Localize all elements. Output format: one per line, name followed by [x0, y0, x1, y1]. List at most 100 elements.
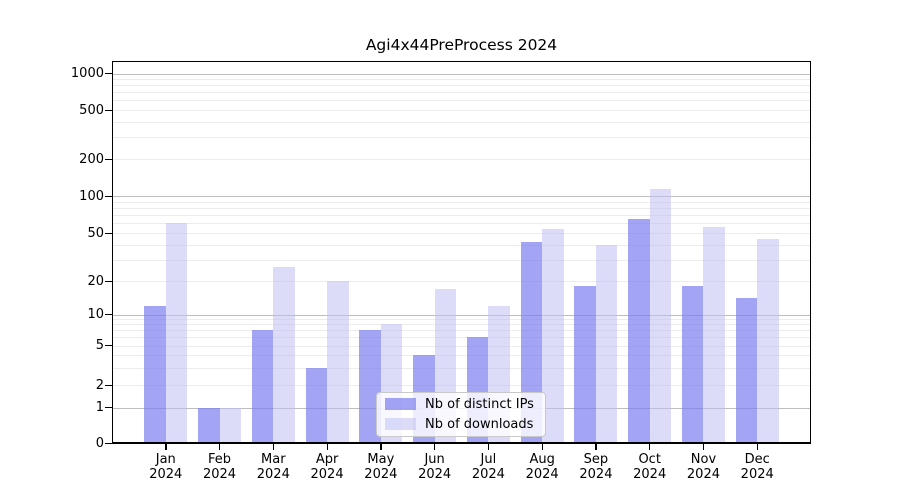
x-tick-label-apr: Apr 2024: [310, 452, 344, 482]
x-tick-label-may: May 2024: [364, 452, 398, 482]
bar-nb-of-downloads-apr: [327, 281, 349, 444]
bar-nb-of-distinct-ips-mar: [251, 330, 274, 444]
gridline-minor-200: [112, 159, 811, 160]
bar-nb-of-distinct-ips-feb: [198, 407, 220, 444]
gridline-minor-9: [112, 319, 811, 321]
x-tick-label-sep: Sep 2024: [579, 452, 613, 482]
x-tick-label-dec: Dec 2024: [740, 452, 774, 482]
x-tick-mark-apr: [326, 443, 328, 450]
x-tick-label-aug: Aug 2024: [525, 452, 559, 482]
y-tick-label-20: 20: [87, 273, 104, 289]
bar-nb-of-downloads-nov: [703, 226, 725, 444]
gridline-major-1000: [112, 73, 811, 75]
legend-label-downloads: Nb of downloads: [425, 416, 534, 432]
bar-nb-of-downloads-jan: [165, 223, 188, 444]
gridline-minor-80: [112, 207, 811, 209]
gridline-minor-600: [112, 100, 811, 102]
bar-nb-of-downloads-oct: [649, 188, 672, 444]
gridline-minor-7: [112, 330, 811, 332]
y-tick-label-5: 5: [95, 338, 104, 353]
y-tick-mark-10: [105, 314, 112, 316]
x-tick-mark-jun: [434, 443, 436, 450]
bar-nb-of-downloads-sep: [595, 244, 618, 444]
y-tick-label-1: 1: [95, 400, 104, 415]
bar-nb-of-distinct-ips-may: [359, 330, 381, 444]
gridline-minor-60: [112, 223, 811, 225]
y-tick-mark-20: [105, 280, 112, 282]
y-tick-mark-200: [105, 158, 112, 160]
chart-title: Agi4x44PreProcess 2024: [365, 36, 558, 54]
x-tick-label-mar: Mar 2024: [256, 452, 290, 482]
gridline-minor-8: [112, 324, 811, 326]
x-tick-mark-aug: [541, 443, 543, 450]
x-tick-mark-feb: [219, 443, 221, 450]
x-tick-mark-oct: [649, 443, 651, 450]
bar-nb-of-downloads-mar: [273, 267, 295, 444]
y-tick-mark-0: [105, 443, 112, 445]
gridline-minor-4: [112, 355, 811, 357]
bar-nb-of-downloads-aug: [542, 228, 564, 444]
gridline-minor-50: [112, 233, 811, 234]
y-tick-label-100: 100: [79, 188, 104, 204]
legend-swatch-distinct-ips: [385, 398, 416, 410]
x-tick-label-nov: Nov 2024: [686, 452, 720, 482]
gridline-major-10: [112, 314, 811, 316]
y-tick-mark-1: [105, 407, 112, 409]
x-tick-mark-nov: [702, 443, 705, 450]
bar-nb-of-downloads-feb: [219, 407, 242, 444]
gridline-minor-300: [112, 137, 811, 139]
x-tick-mark-sep: [595, 443, 597, 450]
gridline-minor-3: [112, 367, 811, 369]
gridline-minor-90: [112, 201, 811, 203]
x-tick-label-jun: Jun 2024: [418, 452, 452, 482]
legend-item-distinct-ips: Nb of distinct IPs: [385, 397, 545, 412]
gridline-minor-30: [112, 259, 811, 261]
y-tick-mark-500: [105, 109, 112, 111]
bar-nb-of-distinct-ips-sep: [574, 286, 596, 444]
x-tick-mark-may: [380, 443, 382, 450]
y-tick-label-1000: 1000: [70, 66, 104, 81]
y-tick-label-0: 0: [95, 436, 104, 451]
axis-spine-top: [112, 61, 811, 63]
legend-swatch-downloads: [385, 418, 416, 430]
y-tick-label-10: 10: [87, 307, 104, 322]
y-tick-mark-100: [105, 195, 112, 197]
y-tick-mark-1000: [105, 73, 112, 75]
gridline-minor-5: [112, 345, 811, 347]
x-tick-mark-jan: [165, 443, 167, 450]
gridline-minor-40: [112, 244, 811, 246]
legend-item-downloads: Nb of downloads: [385, 417, 545, 432]
x-tick-mark-mar: [272, 443, 275, 450]
x-tick-label-oct: Oct 2024: [633, 452, 667, 482]
gridline-minor-500: [112, 110, 811, 111]
gridline-minor-400: [112, 121, 811, 123]
y-tick-mark-5: [105, 345, 112, 347]
bar-nb-of-distinct-ips-apr: [305, 367, 328, 444]
plot-area: Nb of distinct IPs Nb of downloads: [112, 61, 811, 444]
y-tick-label-50: 50: [87, 225, 104, 241]
bar-nb-of-distinct-ips-nov: [681, 286, 704, 444]
bar-nb-of-downloads-dec: [757, 238, 779, 444]
gridline-minor-2: [112, 385, 811, 386]
x-tick-label-jan: Jan 2024: [149, 452, 183, 482]
x-tick-label-jul: Jul 2024: [471, 452, 505, 482]
bar-nb-of-distinct-ips-jan: [144, 305, 166, 444]
x-tick-mark-dec: [756, 443, 759, 450]
gridline-minor-70: [112, 215, 811, 217]
legend: Nb of distinct IPs Nb of downloads: [376, 391, 546, 437]
x-tick-label-feb: Feb 2024: [202, 452, 237, 482]
gridline-minor-20: [112, 281, 811, 282]
y-tick-mark-2: [105, 384, 112, 386]
y-tick-label-200: 200: [79, 151, 104, 167]
axis-spine-right: [809, 61, 811, 444]
gridline-minor-800: [112, 85, 811, 87]
y-tick-label-500: 500: [79, 102, 104, 118]
bar-nb-of-distinct-ips-dec: [735, 298, 758, 444]
axis-spine-left: [112, 61, 114, 444]
y-tick-label-2: 2: [95, 377, 104, 393]
x-tick-mark-jul: [487, 443, 490, 450]
gridline-minor-6: [112, 337, 811, 339]
legend-label-distinct-ips: Nb of distinct IPs: [425, 396, 534, 412]
y-tick-mark-50: [105, 232, 112, 234]
